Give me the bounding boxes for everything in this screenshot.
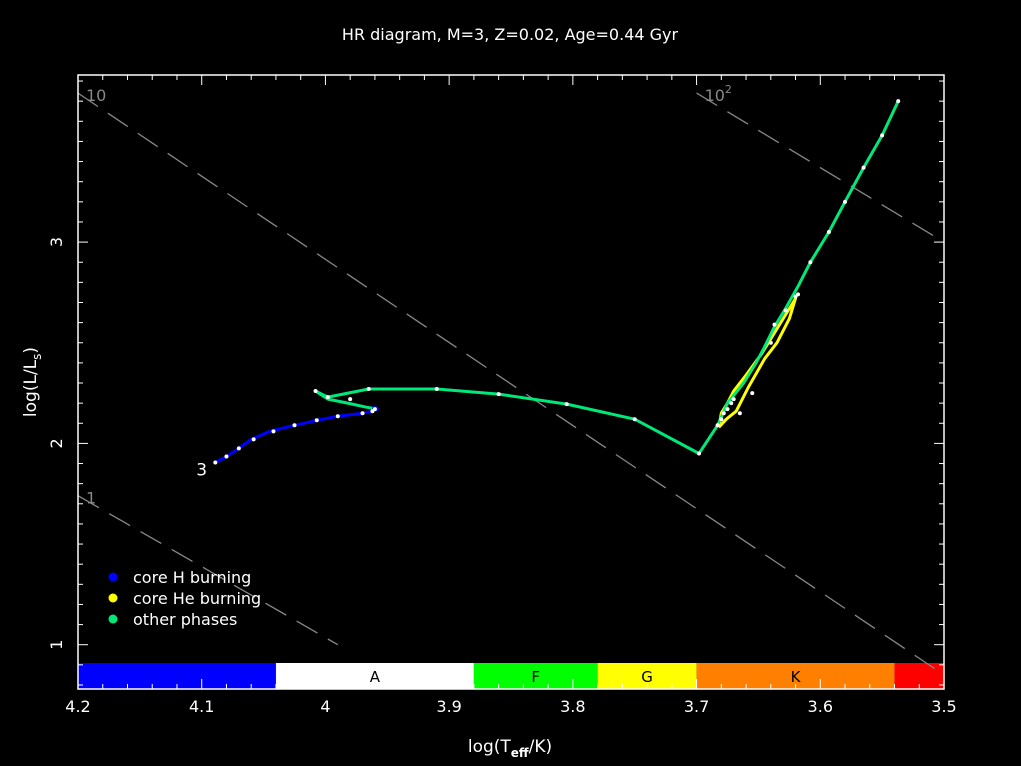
y-axis-label-tail: ) [21, 347, 41, 354]
data-marker [292, 423, 297, 428]
chart-title: HR diagram, M=3, Z=0.02, Age=0.44 Gyr [342, 25, 679, 44]
x-tick-label: 3.6 [808, 697, 833, 716]
data-marker [737, 411, 742, 416]
data-marker [861, 165, 866, 170]
data-marker [236, 446, 241, 451]
data-marker [697, 451, 702, 456]
spectral-label-F: F [531, 668, 540, 686]
y-tick-labels: 1 2 3 [47, 237, 66, 650]
data-marker [808, 260, 813, 265]
data-marker [271, 429, 276, 434]
axis-ticks [77, 75, 945, 689]
data-marker [348, 397, 353, 402]
y-tick-label: 1 [47, 640, 66, 650]
x-tick-label: 3.7 [684, 697, 709, 716]
x-axis-label-tail: /K) [529, 737, 553, 757]
data-marker [496, 392, 501, 397]
data-marker [325, 395, 330, 400]
track-label: 3 [196, 461, 207, 481]
legend: core H burning core He burning other phase… [108, 568, 261, 629]
radius-line-10 [78, 92, 944, 676]
data-marker [314, 418, 319, 423]
x-axis-label: log(Teff/K) [468, 737, 552, 760]
x-tick-labels: 4.2 4.1 4 3.9 3.8 3.7 3.6 3.5 [65, 697, 956, 716]
data-marker [564, 402, 569, 407]
spectral-label-G: G [641, 668, 653, 686]
y-axis-label-main: log(L/L [21, 359, 41, 417]
x-tick-label: 3.5 [931, 697, 956, 716]
data-marker [772, 322, 777, 327]
x-axis-label-main: log(T [468, 737, 512, 757]
data-marker [366, 387, 371, 392]
data-marker [768, 340, 773, 345]
legend-marker-0 [108, 572, 118, 582]
data-marker [434, 387, 439, 392]
y-axis-label-sub: s [30, 354, 44, 360]
legend-label-1: core He burning [133, 589, 261, 608]
track-mass-label: 3 [196, 461, 207, 481]
spectral-label-K: K [791, 668, 802, 686]
legend-marker-2 [108, 614, 118, 624]
data-marker [783, 308, 788, 313]
spectral-label-A: A [370, 668, 381, 686]
data-marker [843, 199, 848, 204]
series-line-other-phases [314, 100, 900, 455]
radius-label-100: 102 [705, 83, 732, 105]
x-tick-label: 4 [320, 697, 330, 716]
data-marker [715, 423, 720, 428]
legend-label-0: core H burning [133, 568, 251, 587]
series-line-core-H-burning [214, 405, 379, 464]
x-tick-label: 4.1 [189, 697, 214, 716]
data-markers [213, 99, 901, 465]
y-axis-label: log(L/Ls) [21, 347, 44, 417]
data-marker [721, 411, 726, 416]
y-tick-label: 2 [47, 438, 66, 448]
data-marker [251, 437, 256, 442]
data-marker [313, 389, 318, 394]
y-tick-label: 3 [47, 237, 66, 247]
radius-lines: 1 10 102 [78, 83, 944, 676]
series-lines [214, 100, 900, 464]
data-marker [750, 391, 755, 396]
x-tick-label: 4.2 [65, 697, 90, 716]
radius-label-1: 1 [86, 489, 96, 508]
data-marker [796, 292, 801, 297]
plot-frame [77, 74, 945, 690]
legend-marker-1 [108, 593, 118, 603]
data-marker [719, 417, 724, 422]
data-marker [372, 407, 377, 412]
data-marker [826, 230, 831, 235]
radius-label-10: 10 [86, 86, 106, 105]
data-marker [729, 401, 734, 406]
radius-line-100 [696, 92, 944, 243]
x-tick-label: 3.9 [436, 697, 461, 716]
x-axis-label-sub: eff [511, 746, 529, 760]
data-marker [880, 133, 885, 138]
data-marker [360, 411, 365, 416]
spectral-band-2 [473, 663, 598, 689]
legend-label-2: other phases [133, 610, 237, 629]
data-marker [632, 417, 637, 422]
data-marker [335, 414, 340, 419]
data-marker [213, 460, 218, 465]
x-tick-label: 3.8 [560, 697, 585, 716]
data-marker [725, 407, 730, 412]
data-marker [224, 454, 229, 459]
data-marker [731, 397, 736, 402]
data-marker [896, 99, 901, 104]
radius-line-1 [78, 495, 339, 646]
